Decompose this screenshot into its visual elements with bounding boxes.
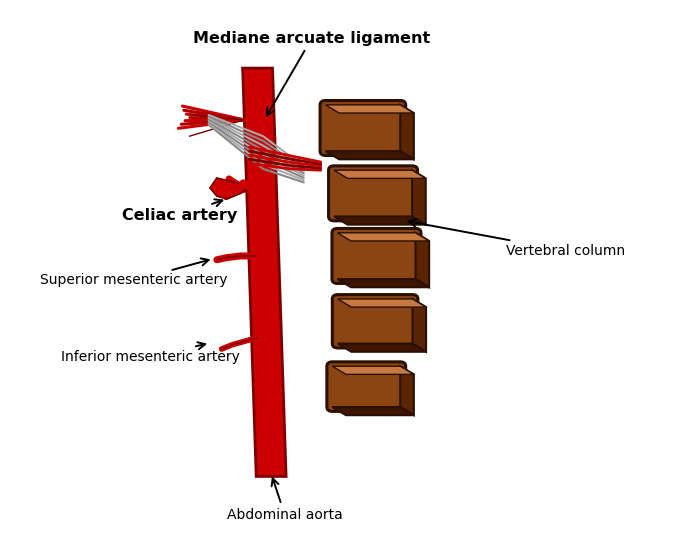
FancyBboxPatch shape <box>329 166 418 221</box>
FancyBboxPatch shape <box>332 228 421 283</box>
Polygon shape <box>338 344 426 352</box>
FancyBboxPatch shape <box>327 362 406 411</box>
Text: Abdominal aorta: Abdominal aorta <box>227 478 342 521</box>
Polygon shape <box>338 299 426 307</box>
Polygon shape <box>412 299 426 352</box>
Polygon shape <box>334 217 426 224</box>
Polygon shape <box>325 105 414 113</box>
Polygon shape <box>210 178 251 199</box>
Text: Mediane arcuate ligament: Mediane arcuate ligament <box>193 31 431 116</box>
Polygon shape <box>325 151 414 159</box>
FancyBboxPatch shape <box>320 101 406 156</box>
Polygon shape <box>338 233 429 241</box>
Polygon shape <box>400 105 414 160</box>
Text: Superior mesenteric artery: Superior mesenteric artery <box>40 258 227 288</box>
Polygon shape <box>334 170 426 178</box>
FancyBboxPatch shape <box>332 295 418 348</box>
Polygon shape <box>332 366 414 375</box>
Polygon shape <box>412 170 426 224</box>
Polygon shape <box>338 279 429 287</box>
Text: Vertebral column: Vertebral column <box>408 219 625 257</box>
Polygon shape <box>400 366 414 415</box>
Polygon shape <box>242 68 286 476</box>
Text: Inferior mesenteric artery: Inferior mesenteric artery <box>60 342 239 364</box>
Polygon shape <box>416 233 429 287</box>
Text: Celiac artery: Celiac artery <box>122 199 237 223</box>
Polygon shape <box>332 407 414 415</box>
